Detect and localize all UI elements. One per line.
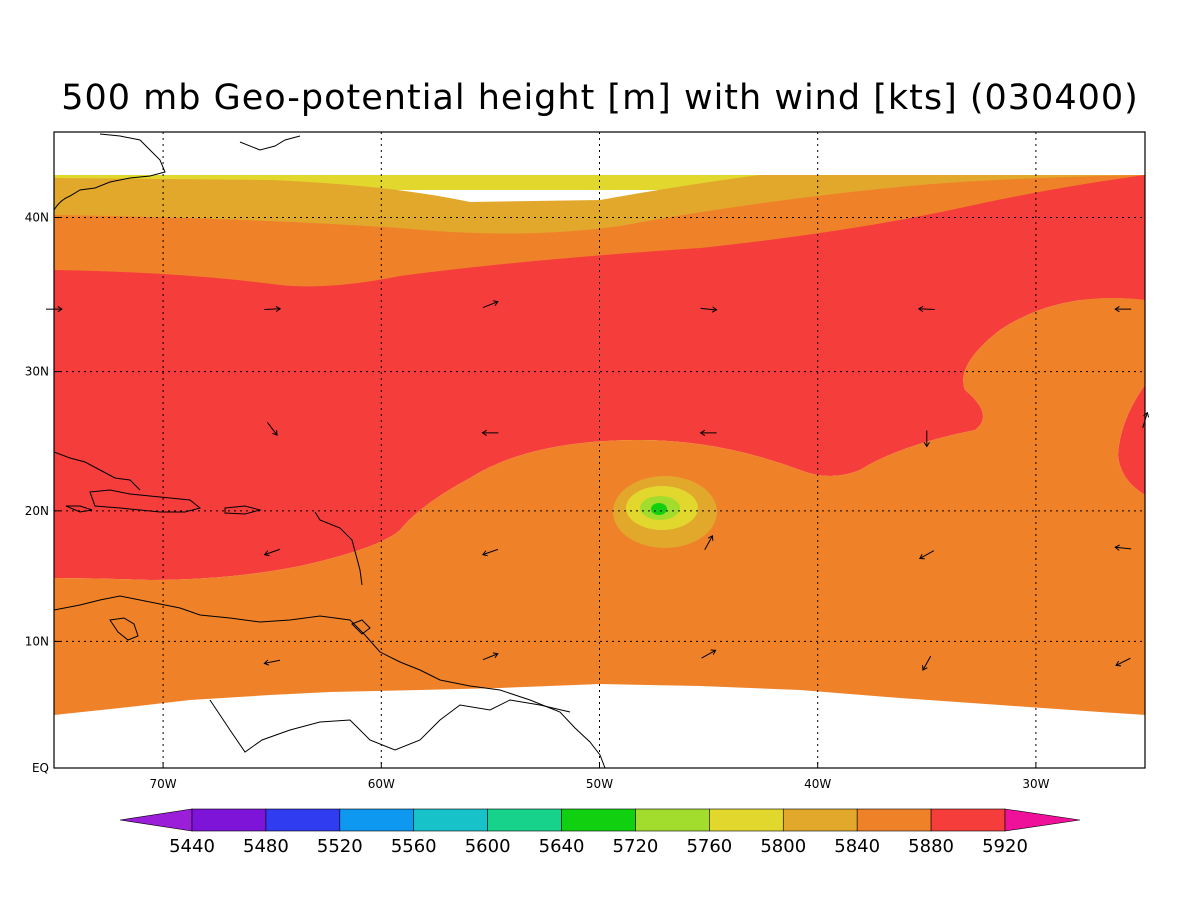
wind-vectors [46,300,1150,671]
colorbar-swatch [856,808,932,832]
colorbar-label: 5600 [465,836,511,857]
colorbar-label: 5760 [686,836,732,857]
coast-maritimes [239,135,301,151]
height-field [54,175,1145,715]
colorbar-label: 5840 [834,836,880,857]
tick-label-lat: 40N [25,210,49,224]
tick-label-lat: EQ [32,761,49,775]
colorbar-label: 5480 [243,836,289,857]
wind-arrow [264,305,282,313]
colorbar-swatch [709,808,784,832]
tick-label-lat: 20N [25,504,49,518]
colorbar-label: 5520 [317,836,363,857]
colorbar-label: 5880 [908,836,954,857]
coastlines [54,133,606,768]
wind-arrow [482,300,499,309]
coast-north-america [54,133,166,211]
tick-label-lon: 40W [804,777,831,791]
colorbar-low-arrow [119,808,193,832]
tick-label-lon: 50W [586,777,613,791]
wind-arrow [482,652,499,661]
latitude-labels: EQ 10N 20N 30N 40N [25,210,60,775]
wind-arrow [704,534,714,551]
tick-label-lat: 10N [25,634,49,648]
colorbar-label: 5640 [539,836,585,857]
wind-arrow [481,548,499,557]
colorbar-label: 5440 [169,836,215,857]
wind-arrow [699,429,717,436]
wind-arrow [700,306,718,313]
contour-5720-low [651,503,667,515]
coast-jamaica [65,505,93,513]
colorbar-swatch [413,808,488,832]
contour-5920-east [1118,385,1145,495]
coast-trinidad [351,619,371,635]
coast-puerto-rico [224,505,262,515]
wind-arrow [923,430,930,448]
wind-arrow [701,649,717,659]
tick-label-lon: 30W [1022,777,1049,791]
wind-arrow [922,655,932,671]
wind-arrow [917,305,935,313]
coast-lesser-antilles [314,511,363,586]
contour-5880-south [54,298,1145,715]
wind-arrow [266,421,278,436]
colorbar [119,808,1081,832]
wind-arrow [1114,544,1132,551]
colorbar-labels: 5440 5480 5520 5560 5600 5640 5720 5760 5800 5840… [169,836,1028,857]
colorbar-swatch [782,808,858,832]
coast-south-america [54,595,606,768]
colorbar-swatch [561,808,636,832]
colorbar-label: 5720 [613,836,659,857]
colorbar-swatch [487,808,562,832]
map-title: 500 mb Geo-potential height [m] with win… [61,78,1139,118]
colorbar-label: 5920 [982,836,1028,857]
coast-maracaibo [109,617,139,641]
tick-label-lon: 70W [150,777,177,791]
colorbar-swatch [635,808,710,832]
contour-5920 [54,175,1145,580]
coast-cuba [54,451,141,491]
wind-arrow [481,429,499,436]
tick-label-lat: 30N [25,365,49,379]
wind-arrow [1115,657,1131,667]
wind-arrow [1114,306,1132,313]
coast-hispaniola [89,489,202,513]
colorbar-label: 5800 [760,836,806,857]
lat-lon-grid [54,132,1145,768]
wind-arrow [918,550,935,560]
colorbar-swatch [191,808,267,832]
colorbar-high-arrow [1004,808,1081,832]
longitude-labels: 70W 60W 50W 40W 30W [150,762,1050,791]
colorbar-label: 5560 [391,836,437,857]
wind-arrow [263,659,281,666]
colorbar-swatch [930,808,1006,832]
tick-label-lon: 60W [368,777,395,791]
coast-interior-borders [209,699,571,753]
wind-arrow [263,548,280,557]
colorbar-swatch [339,808,415,832]
colorbar-swatch [265,808,341,832]
